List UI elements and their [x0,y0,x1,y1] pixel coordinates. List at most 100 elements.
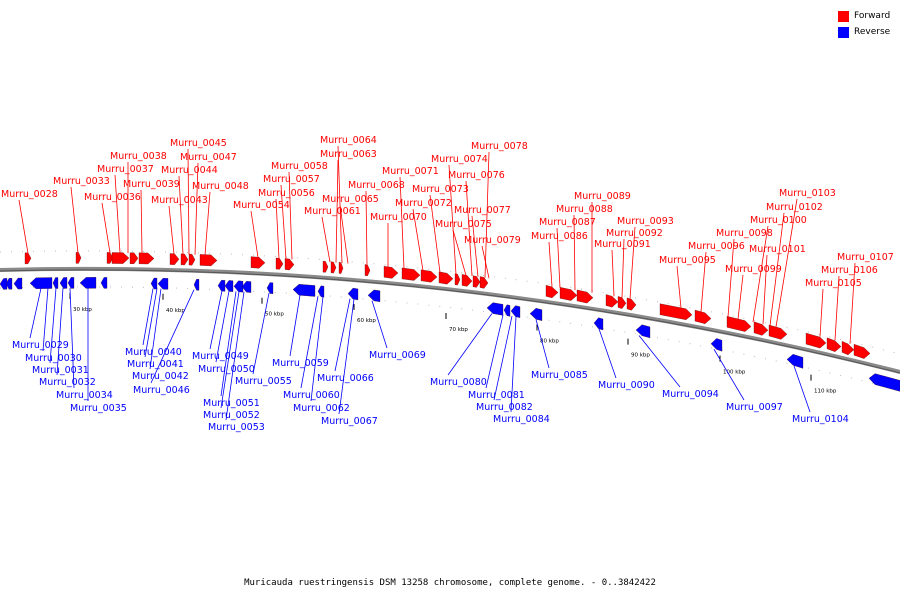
gene-label: Murru_0044 [161,165,218,176]
gene-label: Murru_0079 [464,235,521,246]
gene-label: Murru_0089 [574,191,631,202]
gene-label: Murru_0058 [271,161,328,172]
gene-arrow [503,304,511,317]
gene-label: Murru_0061 [304,206,361,217]
tick-label: 100 kbp [723,369,746,375]
legend-reverse: Reverse [838,24,890,40]
gene-arrow [52,277,59,289]
scale-ticks: 30 kbp 40 kbp 50 kbp 60 kbp 70 kbp 80 kbp 90 k… [69,292,837,395]
gene-arrow [199,254,218,267]
forward-swatch [838,10,849,22]
gene-label: Murru_0099 [725,264,782,275]
gene-arrow [853,343,871,359]
gene-arrow [275,257,284,270]
gene-label: Murru_0100 [750,215,807,226]
gene-label: Murru_0077 [454,205,511,216]
gene-label: Murru_0097 [726,402,783,413]
gene-label: Murru_0042 [132,371,189,382]
gene-label: Murru_0068 [348,180,405,191]
gene-label: Murru_0064 [320,135,377,146]
gene-label: Murru_0084 [493,414,550,425]
gene-label: Murru_0029 [12,340,69,351]
gene-arrow [454,273,461,286]
gene-arrow [383,266,399,279]
gene-label: Murru_0078 [471,141,528,152]
gene-label: Murru_0046 [133,385,190,396]
gene-label: Murru_0096 [688,241,745,252]
gene-arrow [529,308,543,321]
gene-arrow [826,337,842,352]
gene-label: Murru_0028 [1,189,58,200]
gene-label: Murru_0039 [123,179,180,190]
gene-arrow [75,252,82,264]
tick-label: 70 kbp [449,327,468,333]
gene-labels: Murru_0028 Murru_0033 Murru_0036 Murru_0037… [1,135,894,433]
gene-label: Murru_0075 [435,219,492,230]
gene-arrow [317,285,325,298]
gene-arrow [29,277,53,289]
gene-label: Murru_0035 [70,403,127,414]
reverse-swatch [838,26,849,38]
gene-arrow [786,354,804,369]
gene-label: Murru_0031 [32,365,89,376]
gene-label: Murru_0091 [594,239,651,250]
gene-arrow [180,253,189,266]
gene-label: Murru_0107 [837,252,894,263]
tick-label: 110 kbp [814,389,837,395]
gene-label: Murru_0032 [39,377,96,388]
gene-arrow [438,271,454,285]
gene-label: Murru_0047 [180,152,237,163]
gene-label: Murru_0070 [370,212,427,223]
gene-label: Murru_0030 [25,353,82,364]
gene-arrow [338,262,344,274]
gene-arrow [13,277,23,290]
gene-arrow [486,302,504,316]
gene-label: Murru_0050 [198,364,255,375]
gene-arrow [224,280,234,292]
gene-arrow [420,269,438,283]
gene-arrow [284,258,295,271]
gene-arrow [710,338,723,352]
gene-label: Murru_0067 [321,416,378,427]
gene-label: Murru_0104 [792,414,849,425]
gene-label: Murru_0087 [539,217,596,228]
gene-label: Murru_0049 [192,351,249,362]
gene-label: Murru_0059 [272,358,329,369]
gene-arrow [169,253,180,265]
gene-label: Murru_0095 [659,255,716,266]
gene-label: Murru_0072 [395,198,452,209]
gene-label: Murru_0082 [476,402,533,413]
gene-arrow [635,324,651,339]
gene-arrow [479,276,489,289]
gene-arrow [266,282,274,294]
gene-label: Murru_0062 [293,403,350,414]
gene-arrow [129,252,139,264]
gene-arrow [694,309,712,324]
gene-arrow [322,260,329,273]
gene-label: Murru_0051 [203,398,260,409]
gene-label: Murru_0090 [598,380,655,391]
gene-arrow [241,281,252,293]
gene-arrow [593,317,604,331]
tick-label: 40 kbp [166,308,185,314]
gene-label: Murru_0041 [127,359,184,370]
gene-label: Murru_0065 [322,194,379,205]
gene-arrow [5,278,13,290]
gene-label: Murru_0102 [766,202,823,213]
gene-label: Murru_0038 [110,151,167,162]
gene-features [0,252,900,392]
legend-reverse-label: Reverse [854,27,891,37]
legend: Forward Reverse [838,8,890,40]
gene-label: Murru_0071 [382,166,439,177]
gene-arrow [605,294,619,308]
gene-arrow [79,277,97,289]
gene-arrow [111,252,130,264]
gene-label: Murru_0036 [84,192,141,203]
gene-label: Murru_0054 [233,200,290,211]
gene-arrow [217,279,226,292]
gene-label: Murru_0057 [263,174,320,185]
gene-arrow [193,279,200,291]
gene-label: Murru_0066 [317,373,374,384]
gene-arrow [138,252,155,265]
